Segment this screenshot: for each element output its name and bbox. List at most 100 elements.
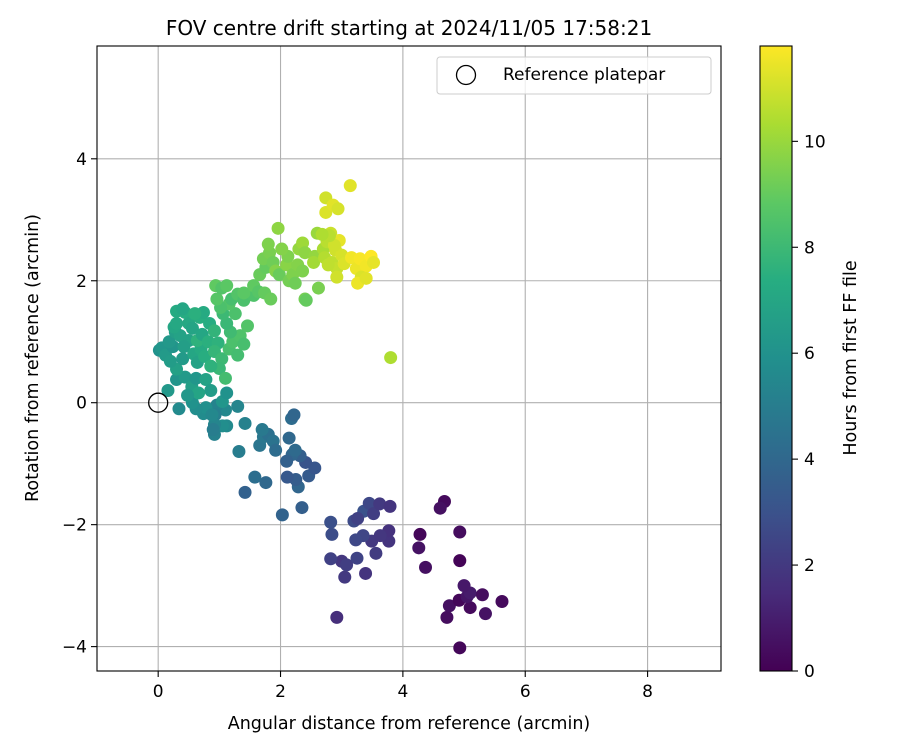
data-point [181,388,195,402]
legend-entry-reference-platepar: Reference platepar [503,65,665,85]
data-point [240,319,254,333]
x-tick-label: 2 [275,682,286,702]
data-point [419,560,433,574]
grid-lines [97,46,721,671]
x-tick-label: 0 [153,682,164,702]
data-point [340,558,354,572]
data-point [351,512,365,526]
data-point [324,552,338,566]
y-tick-label: −2 [62,516,87,536]
colorbar-label: Hours from first FF file [841,260,861,455]
data-point [324,515,338,529]
data-point [220,316,234,330]
y-tick-label: 0 [76,394,87,414]
data-point [338,570,352,584]
data-point [330,610,344,624]
data-point [463,601,477,615]
data-point [231,348,245,362]
data-point [296,264,310,278]
data-point [272,268,286,282]
data-point [232,444,246,458]
data-point [188,307,202,321]
data-point [161,384,175,398]
chart-title: FOV centre drift starting at 2024/11/05 … [166,16,652,40]
data-point [237,286,251,300]
data-point [367,507,381,521]
data-point [170,316,184,330]
data-point [185,321,199,335]
data-point [237,337,251,351]
data-point [412,541,426,555]
colorbar-gradient [760,46,792,671]
data-point [299,293,313,307]
colorbar-tick-label: 10 [804,132,826,152]
data-point [199,373,213,387]
data-point [271,221,285,235]
y-axis-label: Rotation from reference (arcmin) [23,214,43,502]
colorbar-tick-label: 2 [804,556,815,576]
data-point [205,408,219,422]
data-point [457,579,471,593]
data-point [343,179,357,193]
x-tick-label: 8 [642,682,653,702]
y-tick-label: −4 [62,638,87,658]
data-point [206,423,220,437]
data-point [201,335,215,349]
x-axis-ticks: 0 2 4 6 8 [153,671,653,702]
data-point [296,236,310,250]
x-axis-label: Angular distance from reference (arcmin) [228,714,591,734]
data-point [330,270,344,284]
y-axis-ticks: −4 −2 0 2 4 [62,150,97,658]
data-point [280,454,294,468]
data-point [259,476,273,490]
data-point [315,227,329,241]
colorbar-frame [759,45,793,672]
y-tick-label: 2 [76,272,87,292]
data-point [282,431,296,445]
legend-box [436,56,712,95]
data-point [495,594,509,608]
colorbar-tick-label: 4 [804,450,815,470]
data-point [264,292,278,306]
data-point [359,271,373,285]
data-point [172,402,186,416]
colorbar-tick-label: 8 [804,238,815,258]
data-point [163,354,177,368]
data-point [325,527,339,541]
data-point [287,408,301,422]
data-point [204,384,218,398]
data-point [228,307,242,321]
data-point [453,641,467,655]
data-point [298,246,312,260]
x-tick-label: 4 [397,682,408,702]
data-point [311,281,325,295]
data-point [204,359,218,373]
data-point [367,255,381,269]
data-point [207,324,221,338]
data-point [349,533,363,547]
data-point [192,386,206,400]
data-point [238,485,252,499]
plot-area: 0 2 4 6 8 −4 −2 0 2 4 [62,45,722,702]
data-point [442,599,456,613]
data-point [413,527,427,541]
scatter-points [152,179,509,655]
data-point [248,470,262,484]
data-point [176,302,190,316]
data-point [440,610,454,624]
data-point [189,371,203,385]
data-point [307,255,321,269]
data-point [475,588,489,602]
data-point [383,499,397,513]
data-point [275,508,289,522]
data-point [478,607,492,621]
legend-marker [455,64,477,86]
data-point [220,386,234,400]
plot-frame [96,45,722,672]
data-point [255,423,269,437]
data-point [373,529,387,543]
data-point [373,497,387,511]
data-point [275,242,289,256]
colorbar-tick-label: 0 [804,662,815,682]
